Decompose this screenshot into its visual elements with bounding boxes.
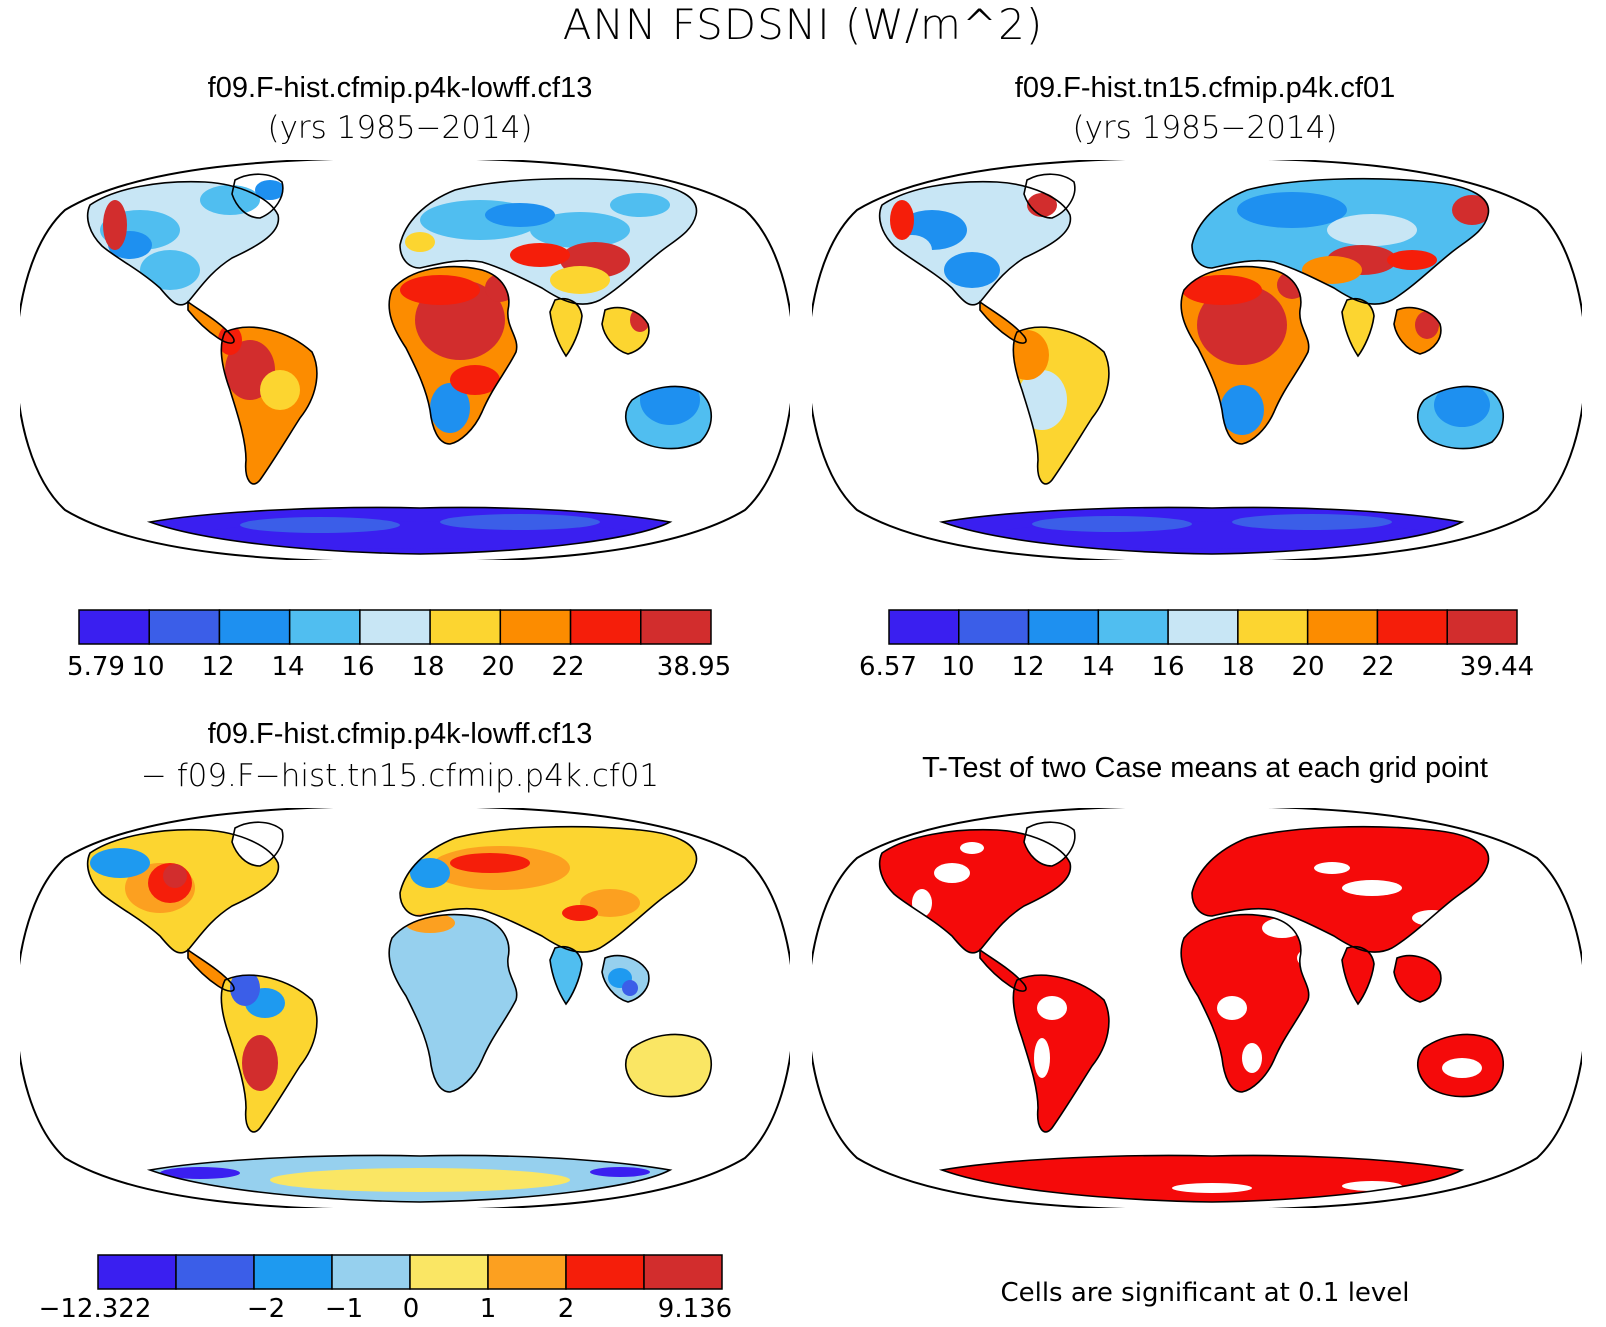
colorbar-label: −12.322 <box>38 1294 152 1324</box>
land-in <box>1342 946 1374 1004</box>
land-ca <box>188 950 235 992</box>
panel-1-title: f09.F-hist.cfmip.p4k-lowff.cf13 <box>207 72 593 104</box>
colorbar-swatch <box>175 1254 255 1290</box>
map-boundary <box>812 160 1582 560</box>
colorbar-swatch <box>640 609 712 645</box>
colorbar-label: 14 <box>1081 652 1115 682</box>
colorbar-swatch <box>288 609 361 645</box>
land-af <box>389 914 517 1092</box>
colorbar-swatch <box>499 609 572 645</box>
colorbar-label: 0 <box>402 1294 420 1324</box>
land-in <box>550 946 582 1004</box>
panel-2-title: f09.F-hist.tn15.cfmip.p4k.cf01 <box>1014 72 1396 104</box>
colorbar-label: 22 <box>551 652 585 682</box>
colorbar-label: 39.44 <box>1459 652 1535 682</box>
colorbar-swatch <box>359 609 431 645</box>
colorbar-swatch <box>331 1254 411 1290</box>
land-sea <box>1394 955 1441 1002</box>
colorbar-label: 2 <box>557 1294 575 1324</box>
colorbar-label: 18 <box>1221 652 1255 682</box>
land-na <box>879 829 1071 953</box>
colorbar-swatch <box>1306 609 1379 645</box>
colorbar-swatch <box>429 609 502 645</box>
panel-3-colorbar <box>97 1254 723 1290</box>
land-ca <box>980 302 1027 344</box>
colorbar-label: 9.136 <box>657 1294 733 1324</box>
panel-1-colorbar-labels: 5.79 10 12 14 16 18 20 22 38.95 <box>0 652 800 686</box>
colorbar-swatch <box>409 1254 489 1290</box>
panel-2-map <box>812 160 1582 560</box>
panel-2-colorbar <box>888 609 1518 645</box>
land-ca <box>980 950 1027 992</box>
colorbar-swatch <box>565 1254 645 1290</box>
colorbar-swatch <box>218 609 291 645</box>
colorbar-label: 10 <box>131 652 165 682</box>
colorbar-swatch <box>1376 609 1448 645</box>
colorbar-label: −2 <box>246 1294 286 1324</box>
panel-4-title: T-Test of two Case means at each grid po… <box>922 752 1488 784</box>
panel-1-subtitle: (yrs 1985−2014) <box>267 110 533 146</box>
colorbar-label: 22 <box>1361 652 1395 682</box>
panel-3-title: f09.F-hist.cfmip.p4k-lowff.cf13 <box>207 718 593 750</box>
land-in <box>550 298 582 356</box>
figure-title: ANN FSDSNI (W/m^2) <box>562 0 1044 49</box>
colorbar-label: 16 <box>341 652 375 682</box>
colorbar-label: 14 <box>271 652 305 682</box>
colorbar-swatch <box>1027 609 1100 645</box>
colorbar-label: 20 <box>1291 652 1325 682</box>
colorbar-swatch <box>569 609 642 645</box>
colorbar-swatch <box>958 609 1030 645</box>
panel-3-map <box>20 808 790 1208</box>
map-boundary <box>20 160 790 560</box>
panel-3-subtitle: − f09.F−hist.tn15.cfmip.p4k.cf01 <box>140 758 660 794</box>
panel-2-subtitle: (yrs 1985−2014) <box>1072 110 1338 146</box>
panel-4-note: Cells are significant at 0.1 level <box>1000 1278 1410 1308</box>
colorbar-label: −1 <box>324 1294 364 1324</box>
colorbar-label: 16 <box>1151 652 1185 682</box>
colorbar-label: 12 <box>1011 652 1045 682</box>
colorbar-label: 12 <box>201 652 235 682</box>
colorbar-label: 10 <box>941 652 975 682</box>
colorbar-swatch <box>1237 609 1309 645</box>
colorbar-swatch <box>643 1254 723 1290</box>
colorbar-swatch <box>1446 609 1518 645</box>
land-an <box>942 1155 1462 1202</box>
land-in <box>1342 298 1374 356</box>
colorbar-swatch <box>148 609 221 645</box>
panel-3-colorbar-labels: −12.322 −2 −1 0 1 2 9.136 <box>0 1294 800 1326</box>
colorbar-swatch <box>78 609 150 645</box>
colorbar-label: 38.95 <box>656 652 732 682</box>
panel-4-map <box>812 808 1582 1208</box>
colorbar-swatch <box>487 1254 567 1290</box>
map-boundary <box>812 808 1582 1208</box>
colorbar-swatch <box>253 1254 333 1290</box>
colorbar-swatch <box>97 1254 177 1290</box>
colorbar-swatch <box>888 609 960 645</box>
panel-1-colorbar <box>78 609 712 645</box>
colorbar-label: 18 <box>411 652 445 682</box>
colorbar-swatch <box>1167 609 1239 645</box>
colorbar-label: 20 <box>481 652 515 682</box>
colorbar-label: 1 <box>479 1294 497 1324</box>
panel-1-map <box>20 160 790 560</box>
colorbar-swatch <box>1097 609 1169 645</box>
colorbar-label: 6.57 <box>859 652 917 682</box>
map-boundary <box>20 808 790 1208</box>
colorbar-label: 5.79 <box>67 652 125 682</box>
panel-2-colorbar-labels: 6.57 10 12 14 16 18 20 22 39.44 <box>0 652 1606 686</box>
